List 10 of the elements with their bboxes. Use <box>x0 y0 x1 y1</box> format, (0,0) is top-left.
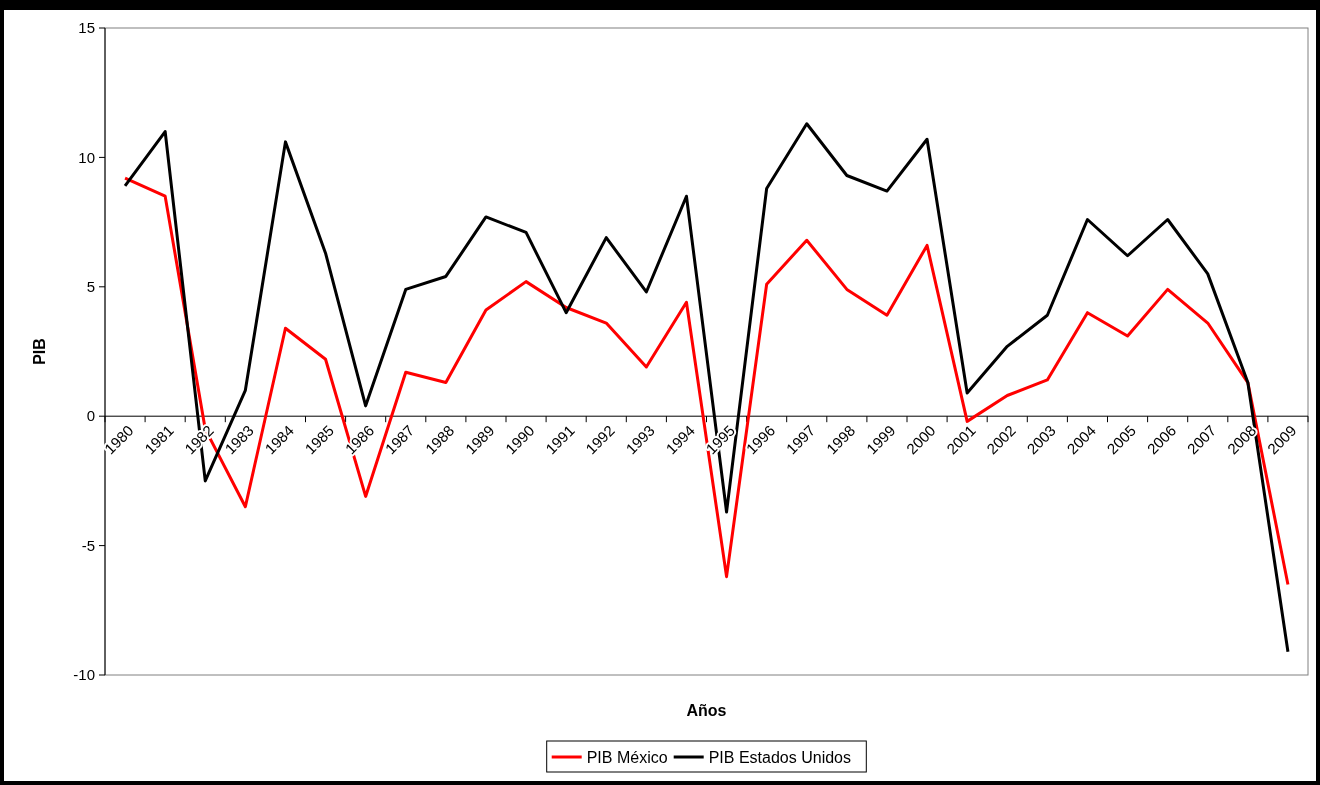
y-tick-label: -10 <box>73 666 95 684</box>
x-axis-title: Años <box>686 702 727 719</box>
y-axis-title: PIB <box>31 338 48 365</box>
legend-label: PIB México <box>586 748 668 766</box>
legend-label: PIB Estados Unidos <box>708 748 851 766</box>
y-tick-label: 10 <box>78 148 95 166</box>
y-tick-label: 15 <box>78 19 95 37</box>
y-tick-label: -5 <box>81 536 95 554</box>
y-tick-label: 5 <box>86 278 95 296</box>
y-tick-label: 0 <box>86 407 95 425</box>
